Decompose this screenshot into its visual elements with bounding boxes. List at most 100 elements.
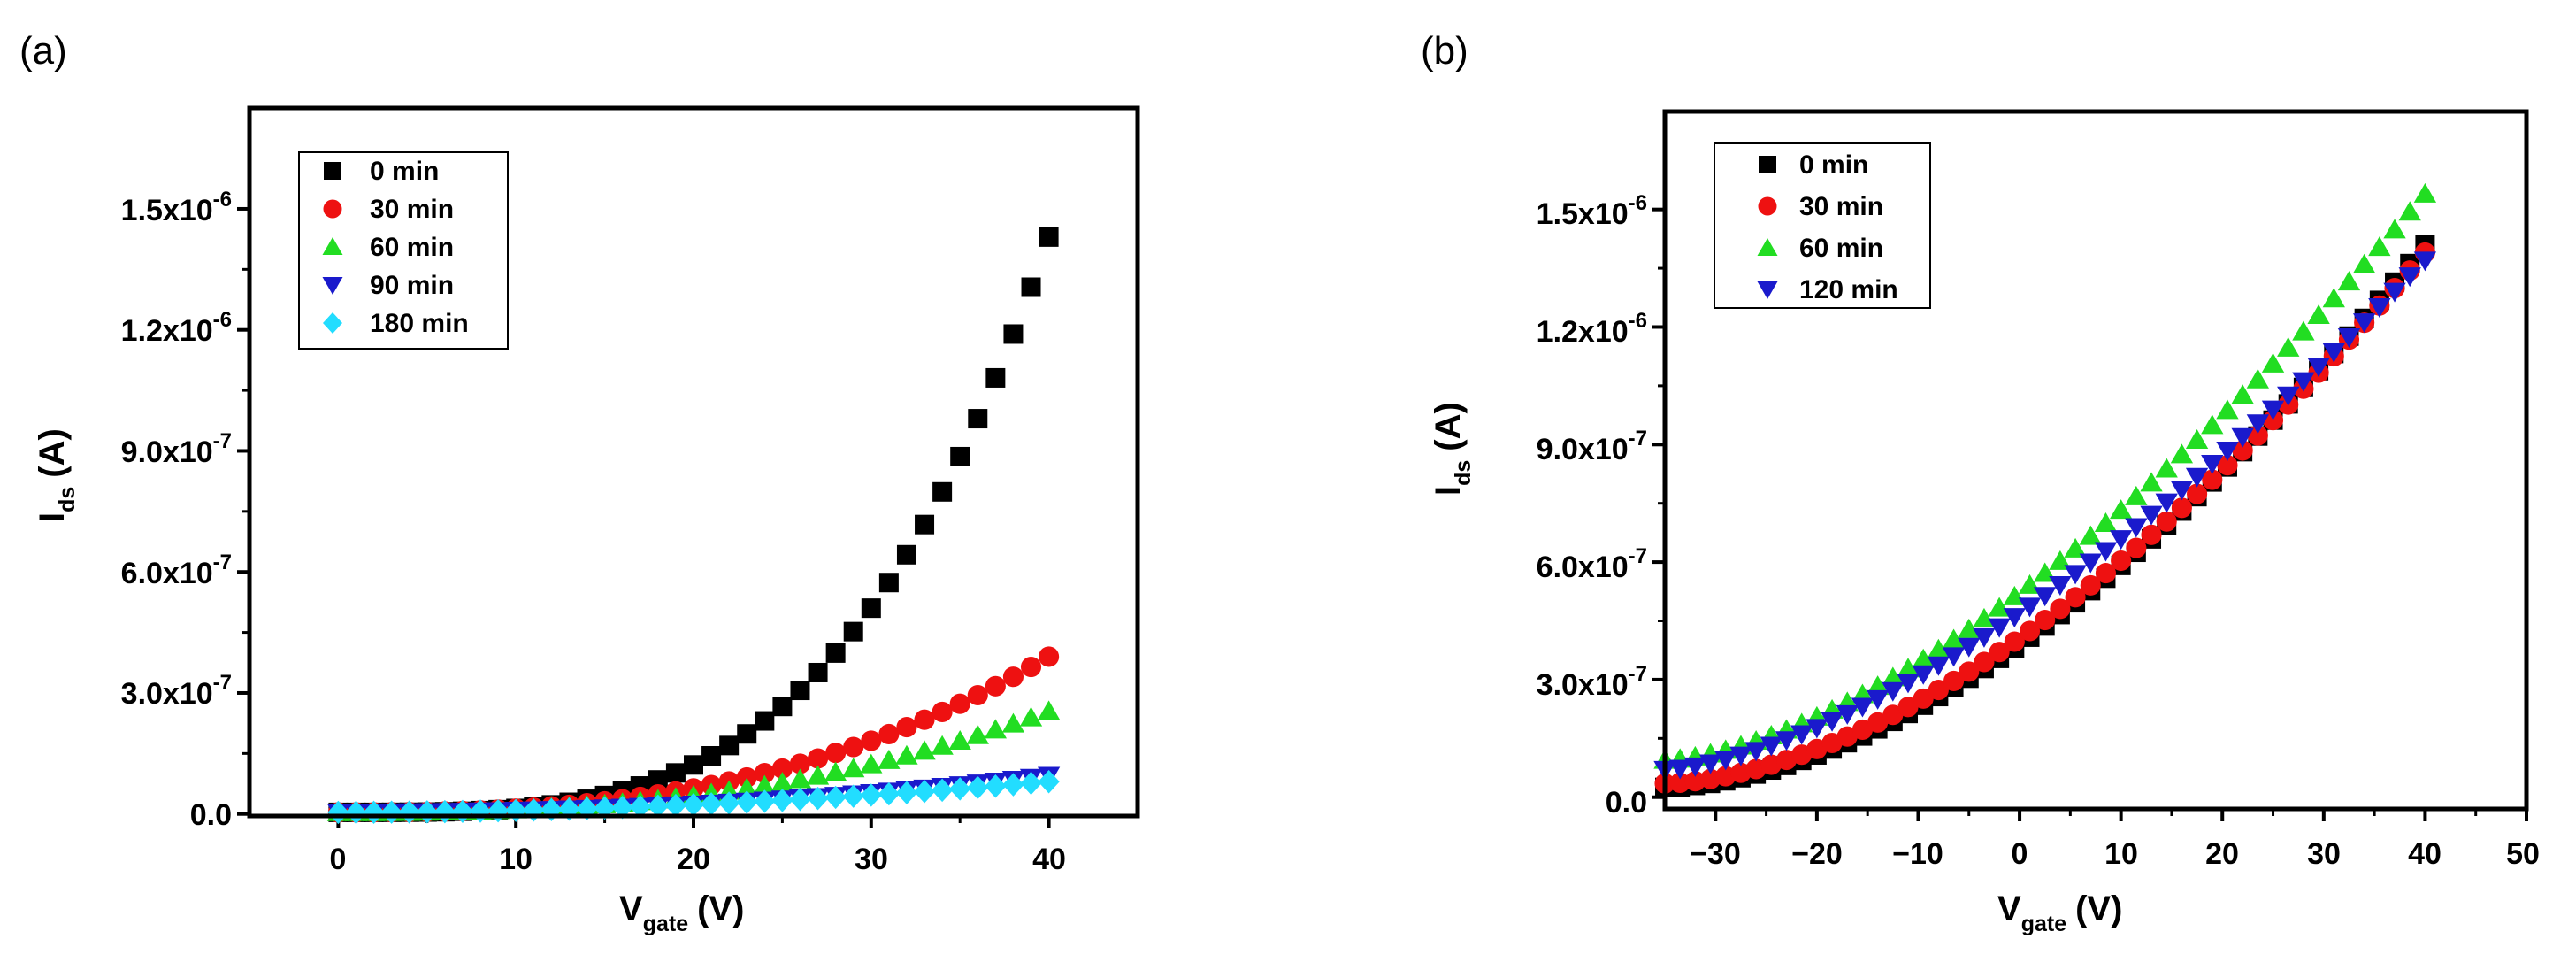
- panel-a-series-4-point-37: [985, 774, 1007, 798]
- panel-b-series-1-point-22: [1989, 642, 2010, 663]
- panel-b-series-3: [1653, 251, 2437, 781]
- panel-a-series-4-point-21: [700, 792, 723, 816]
- panel-b-series-3-point-50: [2413, 251, 2437, 272]
- panel-a-series-2-point-24: [753, 774, 776, 795]
- panel-b-series-2-point-47: [2368, 236, 2391, 257]
- panel-b-series-2-point-30: [2109, 499, 2133, 520]
- panel-b-series-3-point-15: [1882, 681, 1905, 702]
- panel-b-series-3-point-33: [2155, 493, 2178, 513]
- panel-b-series-2-point-27: [2064, 537, 2087, 558]
- panel-b-series-1-point-25: [2035, 610, 2056, 631]
- panel-a-legend-marker-0: [324, 162, 341, 180]
- panel-b-series-3-point-18: [1927, 656, 1951, 676]
- panel-a-series-0-point-19: [665, 763, 686, 783]
- panel-b-series-3-point-35: [2185, 467, 2209, 488]
- panel-b-series-1-point-23: [2004, 631, 2025, 652]
- panel-b-series-2-point-37: [2216, 399, 2239, 420]
- panel-a-series-4-point-3: [380, 800, 402, 824]
- panel-a-series-4-point-30: [860, 783, 882, 807]
- panel-b-series-2-point-26: [2049, 550, 2072, 570]
- panel-a-series-2-point-35: [948, 729, 971, 750]
- panel-b-series-2-point-39: [2246, 368, 2269, 389]
- panel-b-series-3-point-40: [2261, 400, 2285, 420]
- panel-a-series-0-point-32: [896, 544, 916, 565]
- panel-a-series-0-point-20: [684, 755, 703, 775]
- panel-a-series-1-point-29: [843, 736, 864, 758]
- panel-a-series-4-point-28: [824, 785, 847, 810]
- panel-b-series-1-point-38: [2232, 440, 2253, 461]
- panel-a-series-4-point-5: [416, 800, 438, 824]
- panel-a-x-axis-title: Vgate (V): [619, 889, 744, 936]
- panel-a: (a) 0 min 30 min 60 min 90 min 180 min 0…: [19, 29, 1140, 936]
- panel-b-legend-marker-1: [1758, 196, 1777, 216]
- panel-b-series-2-point-46: [2353, 253, 2376, 273]
- panel-b-series-3-point-16: [1897, 674, 1920, 694]
- panel-a-series-0-point-27: [808, 662, 828, 682]
- panel-b-series-1-point-24: [2019, 620, 2041, 642]
- panel-b-series-1-point-28: [2080, 574, 2101, 596]
- panel-b-legend: 0 min 30 min 60 min 120 min: [1714, 142, 1931, 309]
- panel-a-series-1-point-30: [861, 730, 882, 751]
- panel-b-legend-marker-3: [1757, 281, 1778, 299]
- panel-b-series-2-point-44: [2322, 288, 2345, 308]
- panel-b-series-3-point-48: [2383, 282, 2406, 303]
- panel-a-series-4-point-6: [433, 799, 456, 824]
- panel-b-label: (b): [1421, 29, 1468, 73]
- panel-a-series-2-point-40: [1037, 700, 1061, 720]
- panel-b-series-3-point-6: [1744, 742, 1767, 762]
- panel-b-series-3-point-4: [1714, 751, 1737, 771]
- panel-a-series-2-point-36: [966, 724, 989, 744]
- panel-b-series-2-point-18: [1927, 638, 1951, 658]
- panel-a-series-4-point-22: [718, 791, 740, 815]
- panel-a-series-0-point-21: [702, 745, 722, 766]
- panel-a-series-1-point-25: [771, 758, 793, 779]
- panel-a-series-1-point-34: [932, 701, 953, 722]
- panel-b-series-3-point-10: [1806, 719, 1828, 739]
- panel-b-series-3-point-25: [2034, 587, 2057, 607]
- panel-a-ytick-2: 6.0x10-7: [121, 550, 232, 590]
- panel-b-series-1-point-12: [1836, 726, 1858, 747]
- panel-b-series-2-point-31: [2125, 485, 2148, 505]
- panel-a-series-4-point-16: [611, 796, 633, 820]
- panel-a-series-4-point-12: [540, 797, 563, 821]
- panel-a-y-axis-title: Ids(A): [33, 428, 80, 522]
- panel-a-ytick-0: 0.0: [190, 798, 232, 832]
- panel-b-series-1-point-35: [2187, 483, 2208, 504]
- panel-b-ytick-2: 6.0x10-7: [1537, 544, 1647, 584]
- panel-a-series-2-point-37: [984, 719, 1008, 739]
- panel-a-legend-marker-3: [322, 277, 343, 295]
- panel-b-xtick-1: −20: [1791, 837, 1843, 871]
- panel-b-series-2-point-29: [2094, 512, 2118, 532]
- panel-a-series-4-point-38: [1002, 773, 1024, 797]
- panel-b-series-3-point-49: [2398, 267, 2421, 288]
- panel-a-series-4-point-25: [771, 789, 794, 812]
- panel-b-series-2-point-17: [1912, 648, 1935, 668]
- panel-a-legend-label-2: 60 min: [370, 233, 454, 262]
- panel-b-series-2-point-50: [2413, 182, 2437, 203]
- panel-a-series-2-point-31: [878, 749, 901, 769]
- panel-b-series-1-point-26: [2050, 598, 2071, 620]
- panel-b-series-3-point-2: [1683, 757, 1707, 777]
- panel-b-series-1-point-3: [1700, 768, 1721, 789]
- panel-b-xtick-2: −10: [1892, 837, 1944, 871]
- panel-b-legend-label-2: 60 min: [1799, 234, 1883, 263]
- panel-a-series-1-point-37: [985, 675, 1006, 697]
- panel-b-series-1-point-29: [2095, 563, 2117, 584]
- panel-b-series-3-point-24: [2018, 597, 2042, 618]
- panel-a-series-4-point-8: [469, 799, 492, 823]
- panel-b-series-1-point-2: [1684, 771, 1706, 792]
- panel-a-series-4-point-19: [664, 793, 687, 818]
- panel-a-series-2-point-28: [824, 761, 847, 781]
- panel-b-xtick-8: 50: [2506, 837, 2540, 871]
- panel-b-series-3-point-21: [1973, 627, 1996, 648]
- panel-b-x-tick-labels: −30 −20 −10 0 10 20 30 40 50: [1690, 837, 2540, 871]
- panel-b-series-3-point-42: [2292, 372, 2315, 392]
- panel-a-series-1-point-31: [878, 723, 900, 745]
- panel-b-series-1-point-36: [2202, 469, 2223, 490]
- panel-b-series-2-point-21: [1973, 607, 1996, 627]
- panel-b-series-1-point-15: [1882, 704, 1904, 726]
- panel-a-series-4-point-20: [682, 793, 705, 817]
- panel-a-label: (a): [19, 29, 67, 73]
- panel-a-series-2-point-29: [842, 758, 865, 778]
- panel-b-series-3-point-8: [1775, 731, 1798, 751]
